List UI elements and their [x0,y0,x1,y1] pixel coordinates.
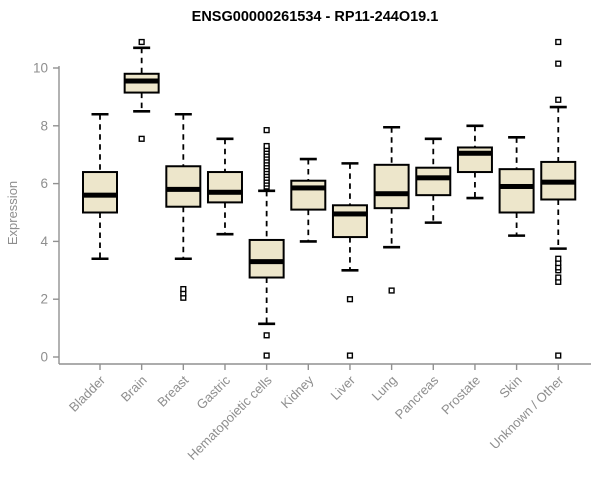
outlier-point [555,96,562,103]
plot-area [82,38,577,359]
outlier-point [555,255,562,262]
outlier-point [555,60,562,67]
median-line [207,189,242,195]
box-lung [373,125,410,294]
box-brain [123,38,160,142]
x-category-label-pancreas: Pancreas [392,372,442,422]
box-kidney [290,157,327,243]
outlier-point [388,287,395,294]
median-line [541,179,576,185]
box-breast [165,112,202,301]
iqr-box [373,163,410,210]
outlier-point [346,352,354,359]
median-line [166,186,201,192]
median-line [374,191,409,197]
iqr-box [290,179,327,211]
median-line [416,175,451,181]
y-tick-label: 8 [40,118,48,133]
outlier-point [555,274,562,281]
x-category-label-unknown-other: Unknown / Other [487,372,567,452]
iqr-box [206,171,243,204]
box-liver [331,162,368,359]
outlier-point [346,296,354,303]
y-tick-label: 10 [33,61,48,76]
box-skin [498,136,535,237]
x-category-label-breast: Breast [154,372,191,409]
outlier-point [180,285,187,293]
iqr-box [82,171,118,214]
outlier-point [263,127,270,134]
y-tick-label: 4 [40,234,48,249]
median-line [499,183,534,189]
x-category-label-kidney: Kidney [278,372,317,411]
x-category-label-prostate: Prostate [438,373,483,418]
box-unknown-other [540,38,577,359]
outlier-point [263,142,270,150]
outlier-point [263,352,270,359]
outlier-point [138,135,145,142]
outlier-point [555,352,562,359]
iqr-box [248,238,285,279]
box-bladder [82,112,118,261]
median-line [332,211,367,217]
iqr-box [498,168,535,214]
outlier-point [555,38,562,46]
iqr-box [165,165,202,208]
x-category-label-lung: Lung [369,373,400,404]
iqr-box [415,166,452,197]
chart-title: ENSG00000261534 - RP11-244O19.1 [192,9,439,25]
y-axis: 0 2 4 6 8 10 [33,61,60,365]
outlier-point [263,332,270,339]
x-category-label-bladder: Bladder [66,372,109,415]
median-line [83,192,117,198]
y-tick-label: 6 [40,176,48,191]
x-category-label-liver: Liver [328,372,359,403]
median-line [291,185,326,191]
box-prostate [456,124,493,200]
x-category-label-gastric: Gastric [193,372,233,412]
y-tick-label: 0 [40,350,48,365]
y-tick-label: 2 [40,292,48,307]
median-line [249,259,284,265]
box-pancreas [415,137,452,224]
y-axis-label: Expression [5,181,20,245]
outlier-point [138,38,145,46]
box-gastric [206,137,243,236]
median-line [457,150,492,156]
box-hematopoietic-cells [248,127,285,359]
x-category-label-brain: Brain [118,373,150,405]
x-category-label-skin: Skin [496,373,524,401]
median-line [124,78,159,84]
iqr-box [331,204,368,239]
